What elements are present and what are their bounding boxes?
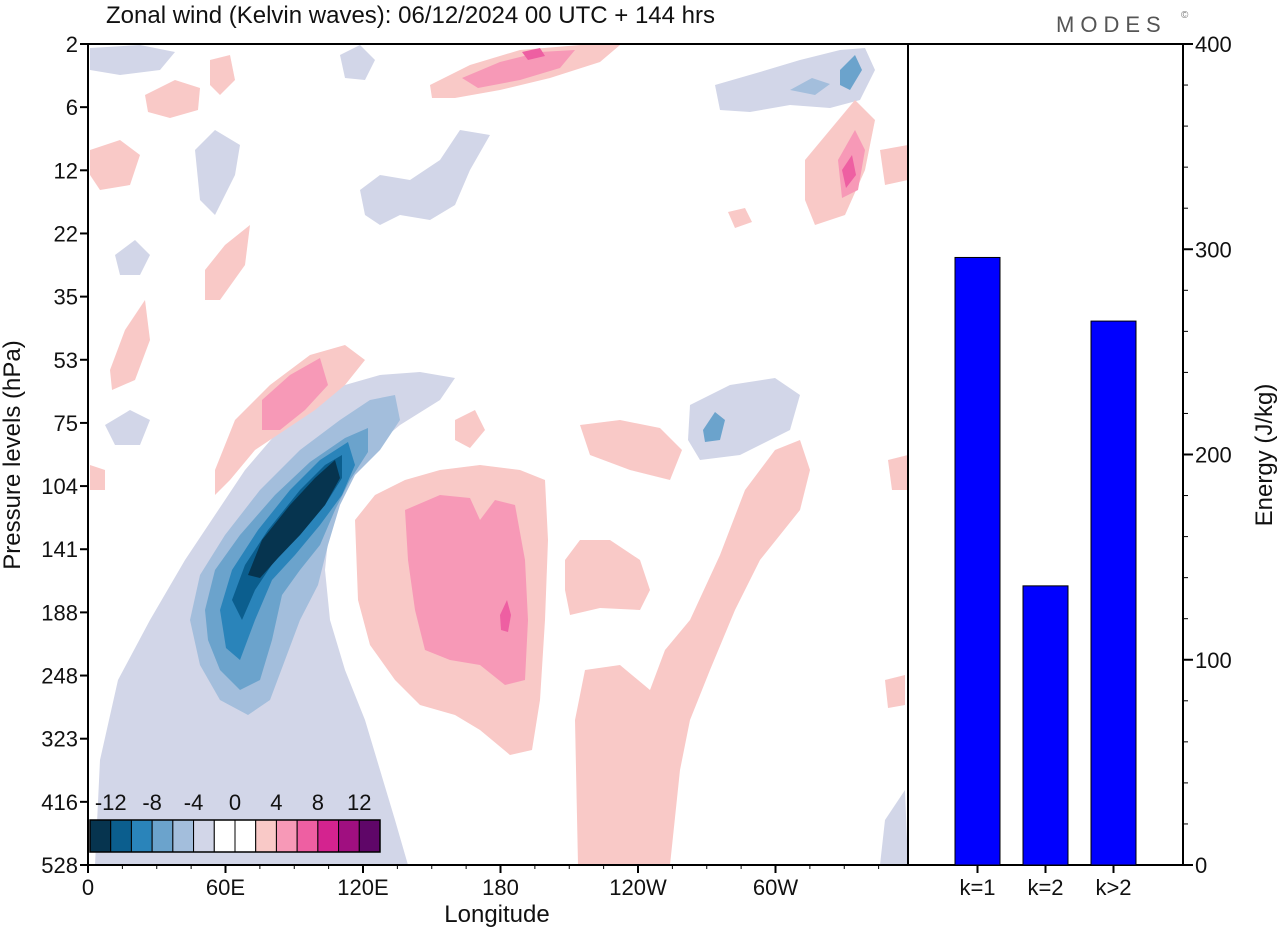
energy-tick-label: 200 [1195,443,1232,468]
y-tick-label: 22 [54,221,78,246]
positive-region [462,50,575,88]
energy-tick-label: 400 [1195,32,1232,57]
y-axis-label: Pressure levels (hPa) [0,340,26,569]
colorbar-swatch [110,819,132,853]
positive-region [885,675,905,708]
x-tick-label: 120E [337,875,388,900]
positive-core [522,48,545,60]
colorbar-label: 12 [347,790,371,815]
positive-core [842,155,856,188]
colorbar-label: 4 [270,790,282,815]
brand-text: MODES [1056,12,1167,37]
colorbar: -12 -8 -4 0 4 8 12 [89,790,381,853]
colorbar-label: -8 [142,790,162,815]
energy-bar [1022,585,1069,866]
pressure-axis: 2 6 12 22 35 53 75 104 141 188 248 323 416 528 [41,32,88,878]
negative-core [840,55,862,90]
x-tick-label: 0 [82,875,94,900]
bar-category-label: k>2 [1095,875,1131,900]
y-tick-label: 323 [41,727,78,752]
x-tick-label: 180 [482,875,519,900]
positive-region [210,55,235,95]
y-tick-label: 528 [41,853,78,878]
positive-region [455,410,485,448]
energy-tick-label: 100 [1195,648,1232,673]
energy-bar [1090,320,1137,866]
wind-field [90,45,908,865]
positive-region [205,225,250,300]
colorbar-swatch [234,819,257,853]
y-tick-label: 2 [66,32,78,57]
x-tick-label: 60W [753,875,798,900]
y-tick-label: 12 [54,158,78,183]
energy-axis-label: Energy (J/kg) [1251,384,1278,527]
positive-region [565,540,650,615]
positive-region [90,140,140,190]
y-tick-label: 104 [41,474,78,499]
negative-band [790,78,830,95]
chart-title: Zonal wind (Kelvin waves): 06/12/2024 00… [106,2,715,29]
positive-region [880,145,908,185]
positive-region [110,300,150,390]
positive-region [728,208,752,228]
y-tick-label: 416 [41,790,78,815]
bar-category-label: k=2 [1027,875,1063,900]
energy-axis: 0 100 200 300 400 [1183,32,1232,878]
colorbar-swatch [151,819,174,853]
positive-region [90,465,105,490]
modes-logo: MODES © [1056,10,1189,37]
y-tick-label: 188 [41,600,78,625]
y-tick-label: 75 [54,411,78,436]
colorbar-swatch [213,819,236,853]
x-tick-label: 120W [609,875,667,900]
colorbar-swatch [296,819,319,853]
energy-tick-label: 300 [1195,237,1232,262]
energy-bar [954,256,1001,866]
negative-region [715,48,875,112]
y-tick-label: 141 [41,537,78,562]
negative-region [195,130,240,215]
colorbar-frame [89,819,381,853]
energy-bars: k=1 k=2 k>2 [954,256,1137,900]
colorbar-swatch [358,819,381,853]
negative-region [360,130,490,225]
colorbar-swatch [255,819,277,853]
negative-core [703,412,725,442]
negative-region [105,410,150,445]
x-axis-label: Longitude [444,901,549,928]
negative-region [115,240,150,275]
negative-region [90,45,175,75]
positive-region [888,455,908,490]
colorbar-label: 0 [229,790,241,815]
negative-core [248,460,340,578]
y-tick-label: 6 [66,95,78,120]
colorbar-swatch [317,819,340,853]
bar-category-label: k=1 [959,875,995,900]
colorbar-label: -12 [95,790,127,815]
colorbar-swatch [193,819,215,853]
colorbar-swatch [338,819,360,853]
positive-region [580,420,682,480]
negative-region [340,45,375,80]
negative-region [880,790,908,865]
colorbar-swatch [130,819,153,853]
longitude-axis: 0 60E 120E 180 120W 60W [82,865,880,900]
positive-region [405,495,528,685]
y-tick-label: 35 [54,285,78,310]
colorbar-swatch [172,819,195,853]
colorbar-swatch [89,819,112,853]
y-tick-label: 53 [54,348,78,373]
positive-core [500,600,511,632]
positive-region [145,80,200,118]
brand-mark: © [1181,10,1189,21]
colorbar-label: -4 [184,790,204,815]
energy-tick-label: 0 [1195,853,1207,878]
positive-region [262,358,328,430]
colorbar-swatch [275,819,298,853]
y-tick-label: 248 [41,664,78,689]
x-tick-label: 60E [206,875,245,900]
colorbar-label: 8 [312,790,324,815]
positive-region [575,440,810,865]
